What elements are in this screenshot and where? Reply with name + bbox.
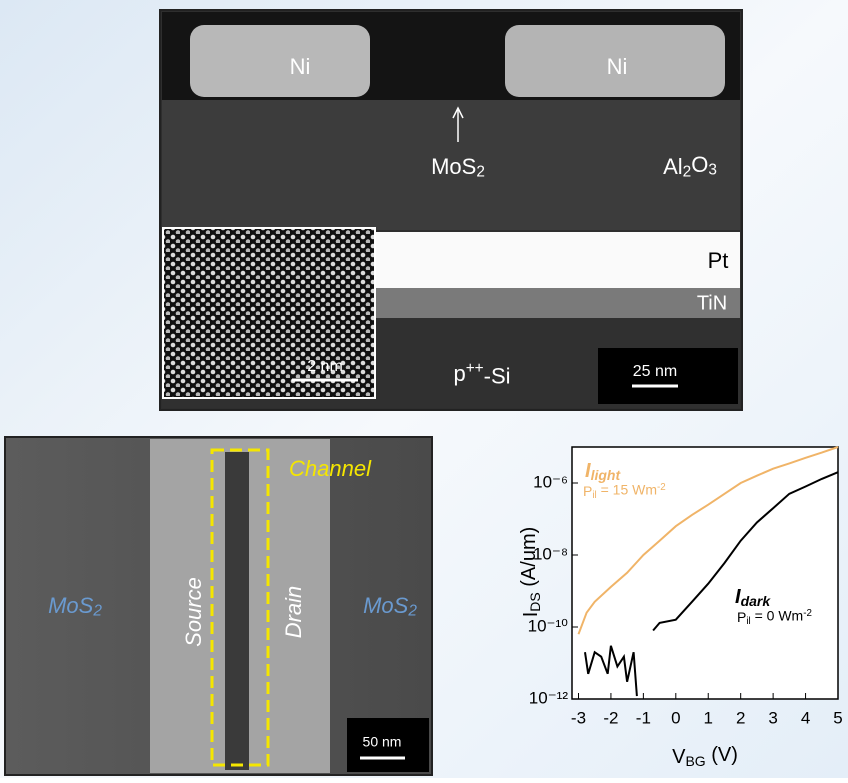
text-run: V (672, 746, 686, 768)
y-tick-label: 10⁻⁶ (533, 472, 568, 491)
tem-image: Ni Ni MoS2 Al2O3 Pt TiN p++-Si 25 nm 2 n… (160, 10, 742, 410)
text-run: 3 (708, 162, 717, 179)
text-run: MoS (363, 593, 409, 618)
y-tick-label: 10⁻¹² (529, 688, 569, 707)
x-axis-label: VBG (V) (672, 744, 738, 768)
label: Ni (607, 54, 628, 79)
sem-image: Channel MoS2 MoS2 Source Drain 50 nm (5, 437, 432, 775)
x-tick-label: -3 (571, 708, 586, 727)
text-run: ++ (466, 360, 484, 377)
x-tick-label: 1 (704, 708, 713, 727)
text-run: -2 (803, 607, 812, 618)
text-run: p (453, 361, 465, 386)
x-tick-label: -2 (603, 708, 618, 727)
x-tick-label: 4 (801, 708, 810, 727)
y-tick-label: 10⁻¹⁰ (528, 616, 569, 635)
text-run: MoS (48, 593, 94, 618)
scale-bar-label: 50 nm (363, 734, 402, 750)
text-run: P (583, 483, 592, 499)
x-tick-label: 5 (833, 708, 842, 727)
text-run: BG (685, 753, 705, 769)
text-run: = 0 Wm (751, 607, 804, 623)
scale-bar-label: 25 nm (633, 363, 677, 380)
text-run: -2 (657, 481, 666, 492)
text-run: (V) (706, 744, 738, 766)
label: Channel (289, 456, 372, 481)
label: Ni (290, 54, 311, 79)
text-run: 2 (683, 164, 692, 181)
label: Source (181, 577, 206, 647)
text-run: (A/um) (518, 527, 540, 593)
label: Drain (281, 586, 306, 639)
label: TiN (697, 292, 727, 314)
text-run: DS (527, 592, 543, 611)
text-run: P (737, 609, 746, 625)
x-tick-label: 0 (671, 708, 680, 727)
text-run: 2 (407, 603, 417, 620)
text-run: -Si (484, 363, 511, 388)
text-run: 2 (92, 603, 102, 620)
text-run: MoS (431, 154, 476, 179)
text-run: Al (663, 154, 683, 179)
text-run: = 15 Wm (597, 481, 657, 497)
label: Pt (708, 248, 729, 273)
x-tick-label: 2 (736, 708, 745, 727)
x-tick-label: 3 (768, 708, 777, 727)
text-run: O (691, 152, 708, 177)
text-run: 2 (476, 164, 485, 181)
scale-bar-label: 2 nm (307, 358, 343, 375)
figure: Ni Ni MoS2 Al2O3 Pt TiN p++-Si 25 nm 2 n… (0, 0, 848, 778)
x-tick-label: -1 (636, 708, 651, 727)
